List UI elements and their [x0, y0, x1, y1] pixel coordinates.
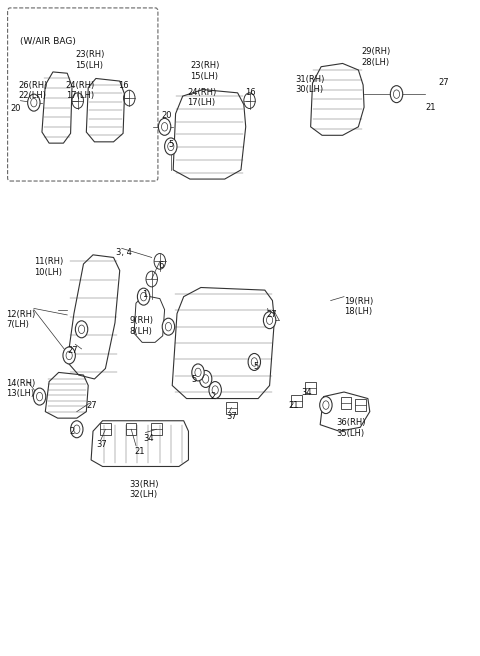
Circle shape — [28, 94, 40, 111]
Text: 11(RH)
10(LH): 11(RH) 10(LH) — [34, 257, 63, 277]
Text: 12(RH)
7(LH): 12(RH) 7(LH) — [6, 310, 36, 329]
Text: 34: 34 — [144, 434, 154, 443]
Circle shape — [248, 354, 261, 371]
Text: 23(RH)
15(LH): 23(RH) 15(LH) — [190, 62, 219, 81]
Circle shape — [390, 86, 403, 102]
Text: 26(RH)
22(LH): 26(RH) 22(LH) — [18, 81, 48, 100]
Text: 27: 27 — [86, 401, 97, 410]
Circle shape — [75, 321, 88, 338]
Circle shape — [63, 347, 75, 364]
Bar — [305, 382, 316, 394]
Circle shape — [209, 382, 221, 399]
Circle shape — [264, 312, 276, 329]
Text: 27: 27 — [67, 346, 78, 356]
Bar — [341, 398, 351, 409]
Text: 33(RH)
32(LH): 33(RH) 32(LH) — [129, 480, 159, 499]
Bar — [126, 423, 136, 435]
Bar — [291, 396, 301, 407]
Text: 5: 5 — [168, 140, 174, 149]
Text: (W/AIR BAG): (W/AIR BAG) — [21, 37, 76, 47]
Text: 16: 16 — [245, 88, 255, 96]
Bar — [151, 423, 162, 435]
Circle shape — [34, 388, 46, 405]
Text: 2: 2 — [69, 427, 74, 436]
Circle shape — [158, 118, 171, 135]
Text: 20: 20 — [161, 111, 172, 120]
Circle shape — [137, 288, 150, 305]
Text: 5: 5 — [192, 375, 197, 384]
Text: 31(RH)
30(LH): 31(RH) 30(LH) — [295, 75, 324, 94]
Text: 37: 37 — [227, 411, 238, 420]
Text: 21: 21 — [288, 401, 299, 410]
Text: 1: 1 — [142, 290, 147, 299]
Circle shape — [192, 364, 204, 381]
Circle shape — [320, 397, 332, 413]
Text: 6: 6 — [158, 261, 163, 270]
Circle shape — [162, 318, 175, 335]
Text: 9(RH)
8(LH): 9(RH) 8(LH) — [129, 316, 153, 336]
Bar — [355, 400, 365, 411]
Text: 20: 20 — [10, 104, 21, 113]
Text: 14(RH)
13(LH): 14(RH) 13(LH) — [6, 379, 36, 398]
Text: 24(RH)
17(LH): 24(RH) 17(LH) — [188, 88, 217, 107]
Circle shape — [165, 138, 177, 155]
Text: 16: 16 — [118, 81, 129, 90]
Circle shape — [71, 420, 83, 438]
Text: 3, 4: 3, 4 — [116, 249, 132, 257]
Text: 27: 27 — [438, 79, 449, 87]
Text: 29(RH)
28(LH): 29(RH) 28(LH) — [362, 47, 391, 66]
Text: 19(RH)
18(LH): 19(RH) 18(LH) — [344, 297, 373, 316]
Bar — [226, 402, 237, 413]
Text: 5: 5 — [253, 362, 259, 371]
Text: 27: 27 — [266, 310, 277, 319]
Text: 24(RH)
17(LH): 24(RH) 17(LH) — [66, 81, 95, 100]
Text: 37: 37 — [96, 440, 107, 449]
Text: 23(RH)
15(LH): 23(RH) 15(LH) — [75, 51, 105, 70]
Text: 36(RH)
35(LH): 36(RH) 35(LH) — [336, 418, 366, 438]
Text: 2: 2 — [210, 392, 216, 401]
Bar — [100, 423, 111, 435]
Text: 34: 34 — [301, 388, 312, 397]
Text: 21: 21 — [425, 102, 436, 112]
Circle shape — [199, 371, 212, 388]
Text: 21: 21 — [134, 447, 144, 456]
